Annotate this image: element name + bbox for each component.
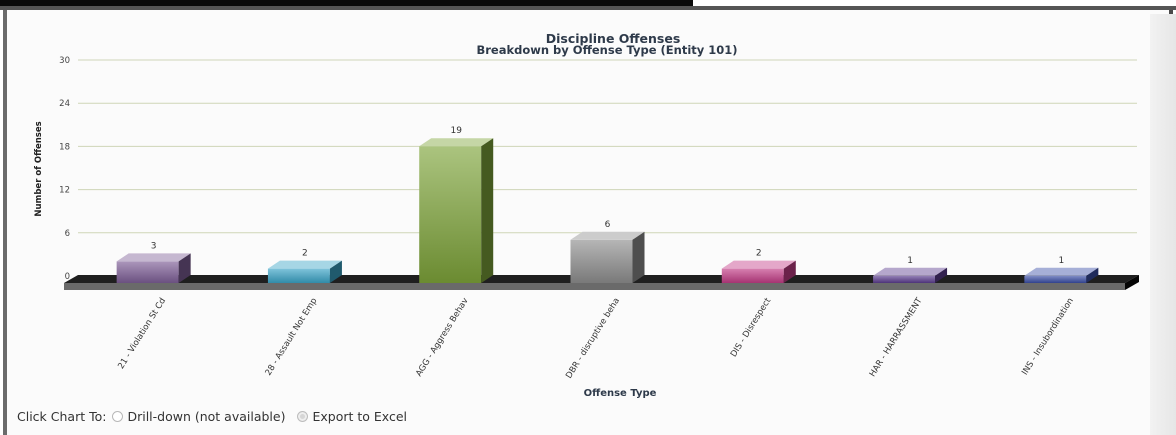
- chart-floor-side: [1125, 275, 1139, 290]
- y-tick-label: 30: [59, 56, 70, 66]
- data-label: 19: [450, 126, 462, 136]
- chart-panel: [3, 10, 1173, 435]
- bar-front[interactable]: [721, 268, 784, 283]
- export-excel-radio[interactable]: [297, 411, 309, 422]
- y-tick-label: 0: [65, 272, 70, 282]
- bar-side: [1086, 267, 1099, 283]
- offenses-chart[interactable]: Discipline Offenses Breakdown by Offense…: [0, 0, 1176, 410]
- bar-top: [721, 260, 796, 269]
- bar[interactable]: [419, 138, 494, 283]
- export-excel-label[interactable]: Export to Excel: [312, 409, 407, 424]
- y-tick-label: 6: [65, 229, 70, 239]
- window-top-bar: [0, 0, 693, 6]
- bar-side: [481, 138, 494, 283]
- bar-side: [329, 260, 342, 283]
- click-chart-label: Click Chart To:: [17, 409, 107, 424]
- bar-side: [935, 267, 948, 283]
- bar-side: [783, 260, 796, 283]
- right-edge-strip: [1150, 14, 1176, 435]
- chart-click-options: Click Chart To: Drill-down (not availabl…: [17, 409, 407, 424]
- bar[interactable]: [116, 253, 191, 283]
- y-tick-label: 12: [59, 186, 70, 196]
- chart-subtitle: Breakdown by Offense Type (Entity 101): [476, 43, 737, 57]
- bar-front[interactable]: [570, 239, 633, 283]
- bar-top: [116, 253, 191, 262]
- bar-top: [570, 231, 645, 240]
- bar-top: [267, 260, 342, 269]
- bar-top: [1024, 267, 1099, 276]
- y-tick-label: 24: [59, 99, 70, 109]
- bar-top: [419, 138, 494, 147]
- x-tick-label: DIS - Disrespect: [729, 296, 774, 359]
- data-label: 2: [756, 249, 762, 259]
- bar-side: [178, 253, 191, 283]
- bar[interactable]: [267, 260, 342, 283]
- bar-front[interactable]: [116, 261, 179, 283]
- chart-title: Discipline Offenses: [546, 31, 681, 46]
- window-top-line: [0, 6, 1176, 10]
- data-label: 6: [605, 220, 611, 230]
- bar[interactable]: [721, 260, 796, 283]
- data-label: 3: [151, 241, 157, 251]
- bar[interactable]: [873, 267, 948, 283]
- x-tick-label: AGG - Aggress Behav: [414, 296, 471, 378]
- bar-side: [632, 231, 645, 283]
- y-axis-label: Number of Offenses: [34, 121, 44, 216]
- x-tick-label: INS - Insubordination: [1020, 296, 1076, 377]
- drill-down-label[interactable]: Drill-down (not available): [127, 409, 286, 424]
- data-label: 1: [1058, 256, 1064, 266]
- data-label: 1: [907, 256, 913, 266]
- bar[interactable]: [1024, 267, 1099, 283]
- chart-floor-front: [64, 283, 1125, 290]
- drill-down-radio[interactable]: [112, 411, 124, 422]
- y-tick-label: 18: [59, 142, 70, 152]
- x-tick-label: HAR - HARRASSMENT: [868, 296, 925, 379]
- data-label: 2: [302, 249, 308, 259]
- x-axis-label: Offense Type: [584, 388, 657, 399]
- bar-front[interactable]: [1024, 275, 1087, 283]
- bar-front[interactable]: [873, 275, 936, 283]
- x-tick-label: DBR - disruptive beha: [564, 296, 622, 380]
- bar-front[interactable]: [419, 146, 482, 283]
- bar-front[interactable]: [267, 268, 330, 283]
- bar-top: [873, 267, 948, 276]
- bar[interactable]: [570, 231, 645, 283]
- x-tick-label: 21 - Violation St Cd: [116, 296, 168, 371]
- x-tick-label: 28 - Assault Not Emp: [264, 296, 320, 377]
